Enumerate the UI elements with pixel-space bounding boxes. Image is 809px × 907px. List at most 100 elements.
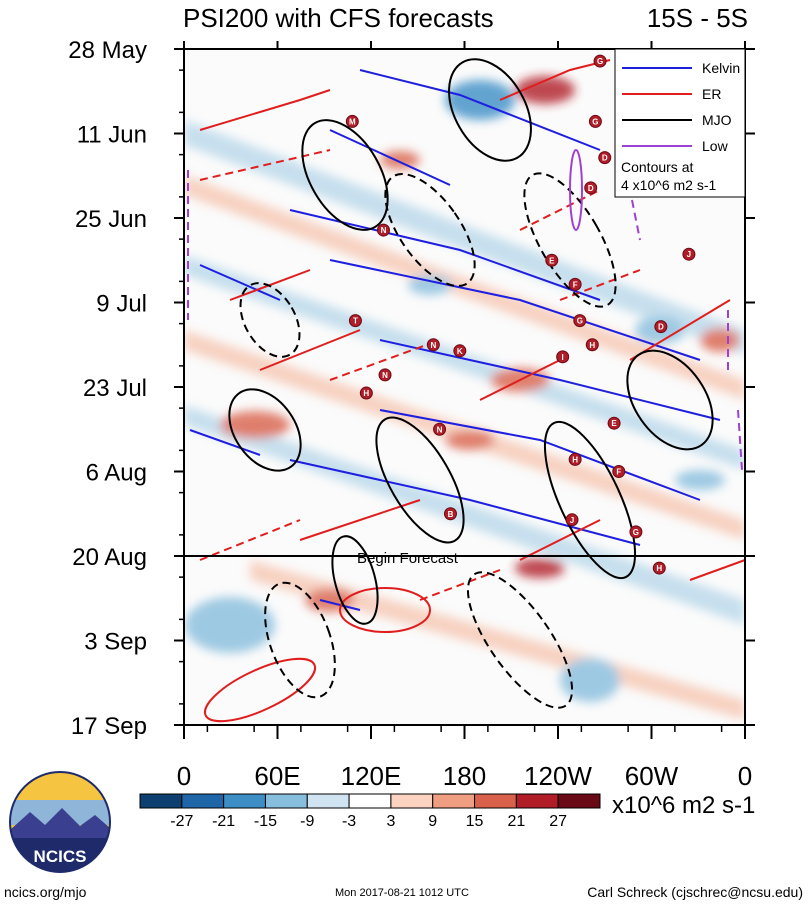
storm-marker: I — [556, 350, 570, 364]
storm-marker-label: T — [353, 317, 358, 326]
mjo-contour — [448, 58, 532, 162]
mjo-contour — [375, 416, 465, 544]
storm-marker-label: N — [382, 371, 388, 380]
storm-marker-circle — [654, 320, 668, 334]
y-tick-label: 28 May — [68, 37, 147, 64]
mjo-contour — [228, 388, 302, 472]
y-tick-label: 20 Aug — [72, 544, 147, 571]
shade-blob — [445, 80, 515, 120]
shade-blob — [515, 558, 565, 578]
storm-marker: T — [348, 314, 362, 328]
legend-label: Low — [702, 138, 729, 154]
storm-marker-label: K — [457, 347, 463, 356]
kelvin-contour — [379, 339, 721, 421]
storm-marker-label: G — [633, 528, 639, 537]
storm-marker-label: E — [611, 419, 617, 428]
shade-blob — [560, 658, 620, 702]
logo-ring — [9, 771, 111, 873]
storm-marker-label: J — [570, 516, 574, 525]
shade-blob — [380, 151, 420, 169]
shade-blob — [515, 76, 575, 104]
kelvin-contour — [289, 209, 601, 301]
mjo-negative-contour — [466, 571, 574, 709]
storm-marker-circle — [598, 151, 612, 165]
legend-label: MJO — [702, 112, 732, 128]
storm-marker-circle — [573, 314, 587, 328]
legend-label: ER — [702, 86, 721, 102]
forecast-start-label: Begin Forecast — [357, 550, 459, 567]
storm-marker-label: D — [658, 323, 664, 332]
er-contour — [203, 657, 317, 723]
storm-marker-circle — [652, 561, 666, 575]
y-tick-label: 25 Jun — [75, 206, 147, 233]
storm-marker-circle — [565, 513, 579, 527]
x-tick-label: 120E — [341, 761, 402, 791]
legend: Kelvin ER MJO Low Contours at 4 x10^6 m2 s-… — [614, 48, 746, 198]
colorbar-swatch — [515, 793, 559, 809]
colorbar-tick-label: -3 — [342, 813, 356, 830]
shade-band — [184, 120, 745, 355]
storm-marker: F — [612, 465, 626, 478]
x-tick-label: 0 — [177, 761, 191, 791]
storm-marker: E — [607, 416, 621, 430]
kelvin-contour — [189, 429, 261, 456]
mjo-negative-contour — [523, 172, 617, 308]
storm-marker-label: H — [656, 564, 662, 573]
storm-marker: G — [588, 114, 602, 128]
er-contour — [479, 359, 561, 401]
y-tick-label: 23 Jul — [83, 375, 147, 402]
er-contour — [629, 299, 731, 361]
shade-band — [184, 255, 745, 470]
storm-marker: G — [593, 54, 607, 68]
storm-marker-label: D — [588, 184, 594, 193]
contour-layer — [187, 58, 745, 723]
storm-marker: D — [584, 181, 598, 195]
storm-marker-circle — [545, 253, 559, 267]
storm-marker-label: H — [363, 389, 369, 398]
colorbar-swatch — [390, 793, 434, 809]
storm-marker-label: D — [602, 154, 608, 163]
footer-site[interactable]: ncics.org/mjo — [4, 884, 87, 900]
footer-author: Carl Schreck (cjschrec@ncsu.edu) — [587, 884, 803, 900]
storm-marker: J — [565, 513, 579, 527]
storm-marker-label: J — [687, 250, 691, 259]
x-tick-label: 60W — [625, 761, 679, 791]
storm-marker: F — [568, 277, 582, 291]
y-tick-label: 9 Jul — [96, 291, 147, 318]
colorbar-tick-label: 15 — [466, 813, 484, 830]
colorbar-swatch — [348, 793, 392, 809]
storm-marker-circle — [453, 344, 467, 358]
er-contour — [689, 559, 745, 581]
storm-marker: H — [359, 386, 373, 400]
er-contour — [199, 89, 331, 131]
legend-note-line2: 4 x10^6 m2 s-1 — [621, 177, 716, 193]
shade-blob — [445, 430, 495, 450]
storm-marker-circle — [378, 368, 392, 382]
mjo-negative-contour — [384, 173, 476, 287]
er-contour — [339, 587, 431, 633]
storm-marker: G — [573, 314, 587, 328]
storm-marker: B — [443, 507, 457, 521]
storm-marker-circle — [426, 338, 440, 352]
storm-marker-circle — [584, 181, 598, 195]
shade-blob — [700, 328, 740, 352]
mjo-contour — [626, 349, 714, 451]
colorbar-tick-label: 21 — [507, 813, 525, 830]
storm-marker-circle — [588, 114, 602, 128]
x-tick-label: 0 — [738, 761, 752, 791]
storm-marker-circle — [682, 247, 696, 261]
colorbar-tick-label: 27 — [549, 813, 567, 830]
storm-marker-circle — [376, 223, 390, 237]
kelvin-contour — [329, 129, 451, 186]
storm-marker: G — [629, 525, 643, 539]
footer-timestamp: Mon 2017-08-21 1012 UTC — [335, 887, 469, 899]
legend-note-line1: Contours at — [621, 159, 693, 175]
x-axis: 0 60E 120E 180 120W 60W 0 — [177, 41, 752, 791]
colorbar-tick-label: -15 — [254, 813, 277, 830]
y-tick-label: 17 Sep — [71, 713, 147, 740]
storm-marker: N — [376, 223, 390, 237]
storm-marker-label: N — [430, 341, 436, 350]
x-tick-label: 180 — [443, 761, 486, 791]
storm-marker-label: H — [589, 341, 595, 350]
